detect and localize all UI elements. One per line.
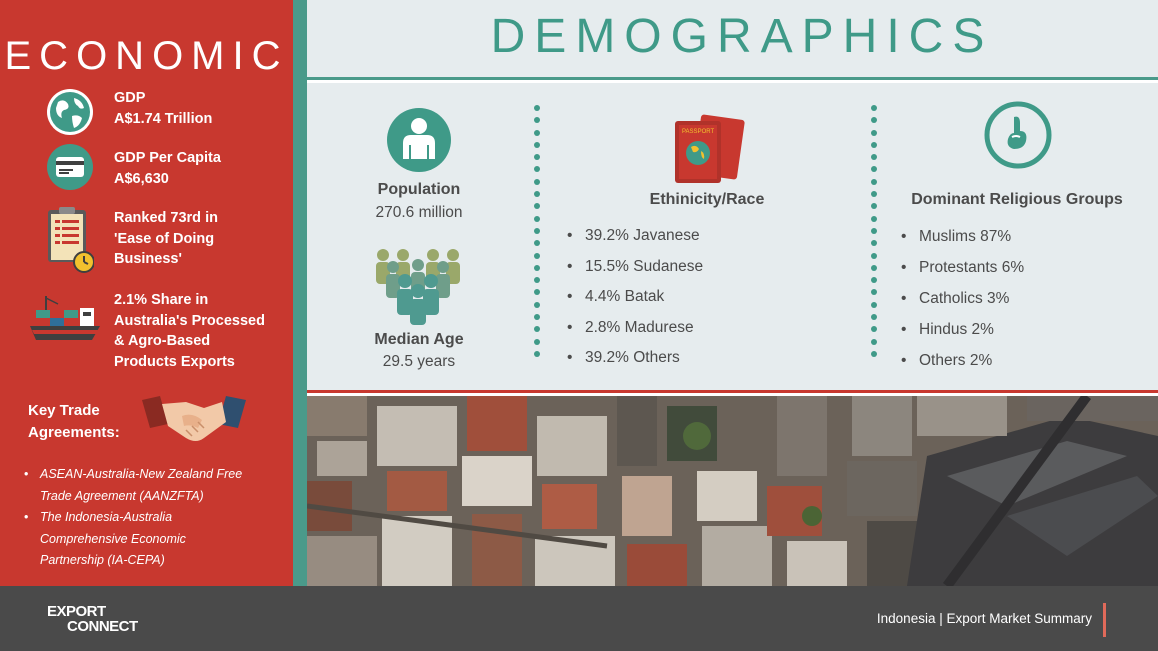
passport-icon: PASSPORT (675, 114, 745, 183)
list-item: Hindus 2% (901, 314, 1024, 345)
list-item: Muslims 87% (901, 221, 1024, 252)
median-age-value: 29.5 years (382, 353, 456, 370)
globe-icon (47, 89, 93, 135)
accent-stripe (293, 0, 307, 586)
list-item: 15.5% Sudanese (567, 252, 703, 283)
exports-line3: & Agro-Based (114, 333, 211, 349)
demographics-title: DEMOGRAPHICS (490, 10, 994, 63)
exports-line2: Australia's Processed (114, 312, 265, 329)
credit-card-icon (47, 144, 93, 190)
median-age-label: Median Age (374, 331, 464, 348)
list-item: 39.2% Javanese (567, 221, 703, 252)
handshake-icon (142, 396, 246, 441)
exports-line1: 2.1% Share in (114, 292, 209, 308)
ease-line1: Ranked 73rd in (114, 210, 218, 226)
footer-caption: Indonesia | Export Market Summary (876, 611, 1092, 626)
cargo-ship-icon (30, 296, 100, 340)
footer: EXPORT CONNECT Indonesia | Export Market… (0, 586, 1158, 651)
ease-line3: Business' (114, 251, 182, 267)
dotted-divider (871, 105, 877, 363)
list-item: Others 2% (901, 345, 1024, 376)
city-aerial-photo (307, 396, 1158, 586)
agreement-item: The Indonesia-Australia Comprehensive Ec… (22, 507, 284, 572)
export-connect-logo: EXPORT CONNECT (47, 603, 138, 635)
gdp-label: GDP (114, 90, 146, 106)
population-value: 270.6 million (375, 204, 463, 221)
gdp-per-capita-value: A$6,630 (114, 170, 169, 187)
gdp-value: A$1.74 Trillion (114, 110, 213, 127)
population-label: Population (377, 181, 461, 198)
list-item: Protestants 6% (901, 252, 1024, 283)
economic-panel: ECONOMIC GDP A$1.74 Trillion GDP Per Cap… (0, 0, 293, 586)
city-image (307, 396, 1158, 586)
person-icon (387, 108, 451, 172)
key-trade-list: ASEAN-Australia-New Zealand Free Trade A… (22, 464, 284, 572)
economic-title: ECONOMIC (4, 34, 289, 78)
footer-accent-bar (1103, 603, 1106, 637)
demographics-header: DEMOGRAPHICS (307, 0, 1158, 80)
list-item: 4.4% Batak (567, 282, 703, 313)
ethnicity-list: 39.2% Javanese 15.5% Sudanese 4.4% Batak… (567, 221, 703, 374)
exports-line4: Products Exports (114, 353, 235, 370)
key-trade-title: Key Trade Agreements: (28, 402, 120, 441)
ethnicity-title: Ethinicity/Race (649, 191, 765, 208)
list-item: 2.8% Madurese (567, 313, 703, 344)
praying-hand-icon (984, 101, 1052, 169)
gdp-per-capita-label: GDP Per Capita (114, 150, 221, 166)
agreement-item: ASEAN-Australia-New Zealand Free Trade A… (22, 464, 284, 507)
ease-line2: 'Ease of Doing (114, 230, 215, 247)
religion-list: Muslims 87% Protestants 6% Catholics 3% … (901, 221, 1024, 376)
list-item: 39.2% Others (567, 343, 703, 374)
dotted-divider (534, 105, 540, 363)
crowd-icon (376, 249, 460, 325)
religion-title: Dominant Religious Groups (911, 191, 1123, 208)
demographics-content: Population 270.6 million Median Age 29.5… (307, 83, 1158, 393)
svg-text:PASSPORT: PASSPORT (682, 129, 714, 135)
clipboard-clock-icon (48, 207, 94, 273)
list-item: Catholics 3% (901, 283, 1024, 314)
